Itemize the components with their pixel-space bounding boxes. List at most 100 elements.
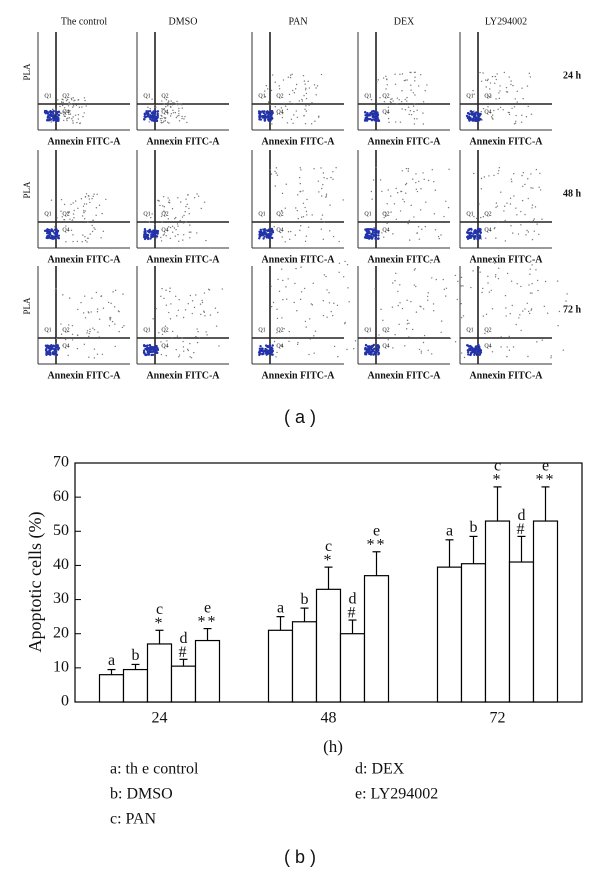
- scatter-dot: [328, 292, 330, 294]
- population-dot: [52, 112, 55, 115]
- population-dot: [368, 231, 371, 235]
- bar: [460, 563, 487, 703]
- population-dot: [53, 349, 57, 352]
- scatter-dot: [278, 290, 281, 293]
- population-dot: [373, 228, 376, 231]
- scatter-dot: [487, 282, 489, 284]
- scatter-dot: [495, 202, 498, 204]
- population-dot: [146, 233, 149, 237]
- scatter-dot: [217, 311, 219, 314]
- scatter-dot: [429, 262, 432, 264]
- population-dot: [364, 117, 367, 120]
- population-dot: [52, 109, 55, 113]
- population-dot: [476, 234, 479, 238]
- significance-marker: **: [198, 613, 218, 630]
- scatter-dot: [491, 114, 494, 116]
- scatter-dot: [406, 323, 409, 325]
- scatter-dot: [161, 221, 163, 223]
- scatter-dot: [394, 73, 396, 75]
- population-dot: [153, 112, 156, 116]
- scatter-dot: [274, 170, 276, 173]
- scatter-dot: [176, 335, 179, 337]
- quadrant-label: Q2: [382, 211, 389, 217]
- scatter-dot: [344, 321, 346, 324]
- scatter-dot: [62, 344, 64, 346]
- population-dot: [478, 230, 481, 233]
- scatter-dot: [398, 99, 400, 101]
- scatter-dot: [497, 172, 499, 175]
- scatter-dot: [348, 301, 350, 303]
- population-dot: [465, 235, 469, 239]
- scatter-dot: [201, 301, 204, 304]
- population-dot: [376, 347, 379, 351]
- population-dot: [57, 234, 61, 237]
- scatter-dot: [347, 287, 349, 289]
- scatter-dot: [285, 286, 287, 288]
- scatter-dot: [399, 284, 401, 286]
- scatter-dot: [462, 315, 465, 317]
- legend-entry: a: th e control: [110, 761, 199, 778]
- scatter-dot: [203, 311, 206, 313]
- scatter-dot: [189, 224, 191, 226]
- scatter-dot: [68, 117, 71, 119]
- bar: [98, 674, 125, 703]
- scatter-dot: [535, 168, 538, 171]
- population-dot: [153, 347, 157, 351]
- scatter-dot: [89, 330, 91, 333]
- bar-letter: e: [373, 522, 380, 539]
- scatter-dot: [165, 304, 168, 306]
- population-dot: [145, 236, 148, 239]
- scatter-dot: [485, 237, 487, 239]
- scatter-dot: [161, 117, 163, 120]
- scatter-dot: [427, 299, 429, 301]
- scatter-dot: [300, 266, 302, 268]
- population-dot: [53, 114, 56, 117]
- population-dot: [261, 114, 264, 118]
- scatter-dot: [72, 234, 74, 236]
- quadrant-label: Q4: [382, 109, 389, 115]
- scatter-dot: [322, 184, 324, 186]
- scatter-dot: [440, 331, 442, 334]
- scatter-dot: [293, 102, 296, 105]
- scatter-dot: [346, 264, 349, 266]
- scatter-dot: [69, 111, 71, 113]
- scatter-dot: [420, 352, 423, 354]
- quadrant-label: Q4: [276, 227, 283, 233]
- population-dot: [376, 237, 380, 240]
- scatter-dot: [295, 267, 297, 270]
- scatter-dot: [530, 308, 533, 310]
- quadrant-label: Q4: [276, 343, 283, 349]
- scatter-dot: [493, 174, 495, 177]
- quadrant-label: Q1: [44, 211, 51, 217]
- scatter-dot: [481, 291, 483, 294]
- scatter-dot: [72, 240, 74, 243]
- scatter-dot: [302, 74, 305, 77]
- scatter-dot: [482, 72, 484, 74]
- scatter-dot: [64, 115, 67, 118]
- scatter-dot: [296, 343, 299, 346]
- scatter-dot: [418, 348, 421, 351]
- scatter-dot: [68, 211, 70, 214]
- scatter-dot: [265, 85, 268, 87]
- scatter-dot: [165, 105, 167, 108]
- scatter-dot: [415, 311, 418, 313]
- scatter-dot: [482, 107, 485, 110]
- scatter-dot: [178, 102, 180, 105]
- scatter-dot: [427, 179, 430, 182]
- scatter-dot: [326, 316, 328, 318]
- scatter-dot: [178, 354, 181, 356]
- quadrant-label: Q1: [466, 93, 473, 99]
- scatter-dot: [286, 298, 288, 300]
- population-dot: [151, 117, 154, 120]
- scatter-dot: [408, 336, 410, 338]
- population-dot: [366, 117, 370, 121]
- scatter-dot: [264, 96, 267, 98]
- population-dot: [467, 232, 471, 235]
- scatter-dot: [288, 340, 290, 343]
- population-dot: [363, 119, 367, 122]
- scatter-dot: [330, 176, 332, 179]
- scatter-dot: [73, 209, 75, 212]
- scatter-dot: [318, 115, 320, 117]
- scatter-dot: [406, 96, 408, 99]
- scatter-dot: [499, 90, 501, 92]
